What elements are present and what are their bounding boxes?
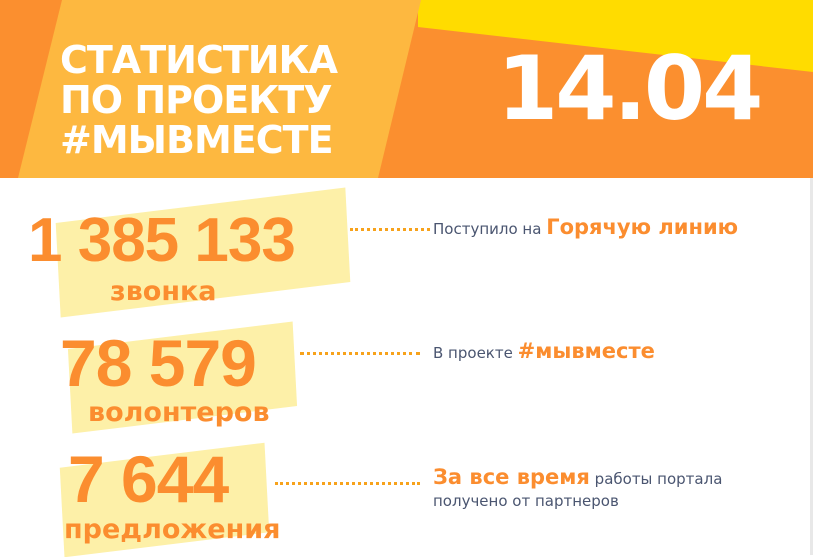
- date-label: 14.04: [497, 37, 763, 140]
- description-highlight: #мывместе: [517, 339, 655, 363]
- right-border: [810, 178, 813, 555]
- page-title: СТАТИСТИКА ПО ПРОЕКТУ #МЫВМЕСТЕ: [60, 38, 338, 162]
- stat-unit: предложения: [64, 514, 281, 545]
- stat-unit: волонтеров: [88, 397, 270, 428]
- dotted-connector: [300, 352, 420, 355]
- stat-value: 1 385 133: [28, 206, 296, 275]
- dotted-connector: [275, 482, 420, 485]
- title-line: #МЫВМЕСТЕ: [60, 118, 334, 162]
- title-line: СТАТИСТИКА: [60, 38, 338, 82]
- stat-description: В проекте #мывместе: [433, 339, 655, 363]
- stat-description: Поступило на Горячую линию: [433, 215, 739, 239]
- header-banner: [0, 0, 813, 178]
- stat-value: 7 644: [68, 442, 229, 516]
- dotted-connector: [350, 228, 430, 231]
- title-line: ПО ПРОЕКТУ: [60, 78, 333, 122]
- stat-description: За все время работы портала получено от п…: [433, 465, 723, 510]
- description-highlight: Горячую линию: [546, 215, 739, 239]
- stat-value: 78 579: [60, 326, 257, 400]
- description-highlight: За все время: [433, 465, 590, 489]
- stat-unit: звонка: [110, 276, 217, 307]
